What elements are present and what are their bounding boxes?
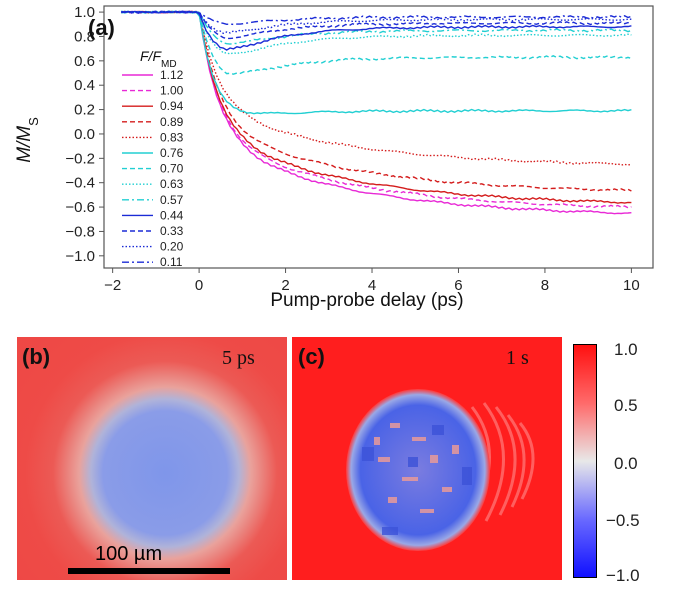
x-axis-ticks: −2 0 2 4 6 8 10 (104, 268, 640, 294)
x-tick-label: −2 (104, 277, 121, 294)
domain-texture (346, 389, 535, 551)
legend-title: F/FMD (140, 48, 177, 70)
colorbar-tick: 0.0 (614, 454, 638, 473)
colorbar-tick: 0.5 (614, 396, 638, 415)
y-tick-label: 0.0 (74, 126, 95, 143)
scale-bar (68, 568, 230, 574)
y-tick-label: −0.6 (65, 199, 95, 216)
legend-label: 0.33 (160, 224, 184, 238)
panel-c-label: (c) (298, 344, 325, 369)
panel-a-label: (a) (88, 15, 115, 40)
legend-label: 1.00 (160, 84, 184, 98)
colorbar (573, 344, 597, 578)
x-axis-label: Pump-probe delay (ps) (270, 290, 463, 311)
series-line-0.70 (121, 10, 632, 75)
legend-label: 0.20 (160, 240, 184, 254)
y-tick-label: −0.8 (65, 223, 95, 240)
plot-frame (103, 5, 654, 269)
legend: 1.12 1.000.94 0.890.83 0.76 0.700.63 0.570.44… (122, 68, 184, 269)
y-tick-label: −0.4 (65, 175, 95, 192)
series-lines (121, 10, 632, 215)
series-line-1.12 (121, 10, 632, 215)
series-line-0.57 (121, 10, 632, 45)
legend-label: 0.70 (160, 162, 184, 176)
image-panel-b (17, 337, 287, 580)
series-line-0.83 (121, 10, 632, 166)
plot-area (103, 5, 654, 269)
y-tick-label: 0.6 (74, 53, 95, 70)
legend-label: 0.76 (160, 146, 184, 160)
legend-label: 0.94 (160, 99, 184, 113)
x-tick-label: 4 (368, 277, 376, 294)
panel-c-time: 1 s (506, 347, 529, 369)
y-tick-label: 0.8 (74, 28, 95, 45)
y-tick-label: 1.0 (74, 4, 95, 21)
y-tick-label: 0.4 (74, 77, 95, 94)
y-axis-label: M/MS (14, 117, 41, 163)
series-line-0.33 (121, 10, 632, 40)
colorbar-tick: −0.5 (606, 511, 640, 530)
legend-label: 0.57 (160, 193, 184, 207)
legend-label: 0.89 (160, 115, 184, 129)
y-tick-label: −0.2 (65, 150, 95, 167)
image-panel-c (292, 337, 562, 580)
legend-label: 0.63 (160, 177, 184, 191)
legend-label: 1.12 (160, 68, 184, 82)
x-tick-label: 0 (195, 277, 203, 294)
y-tick-label: −1.0 (65, 248, 95, 265)
panel-b-label: (b) (22, 344, 51, 369)
series-line-0.44 (121, 10, 632, 51)
x-tick-label: 6 (454, 277, 462, 294)
x-tick-label: 8 (541, 277, 549, 294)
series-line-0.11 (121, 10, 632, 26)
y-axis-ticks: 1.0 0.8 0.6 0.4 0.2 0.0 −0.2 −0.4 −0.6 −0.8 −1.0 (65, 4, 104, 265)
magnetization-chart: −2 0 2 4 6 8 10 1.0 0.8 0.6 0.4 0.2 0.0 −0.2 −0.4 −0.6… (14, 4, 654, 311)
x-tick-label: 2 (281, 277, 289, 294)
legend-label: 0.11 (160, 255, 183, 269)
series-line-0.89 (121, 10, 632, 192)
series-line-0.20 (121, 10, 632, 35)
legend-label: 0.83 (160, 130, 184, 144)
panel-b-time: 5 ps (222, 347, 255, 369)
colorbar-tick: 1.0 (614, 340, 638, 359)
y-tick-label: 0.2 (74, 102, 95, 119)
legend-label: 0.44 (160, 208, 184, 222)
colorbar-tick: −1.0 (606, 566, 640, 585)
series-line-0.76 (121, 10, 632, 115)
scale-bar-label: 100 µm (95, 543, 163, 565)
x-tick-label: 10 (623, 277, 640, 294)
